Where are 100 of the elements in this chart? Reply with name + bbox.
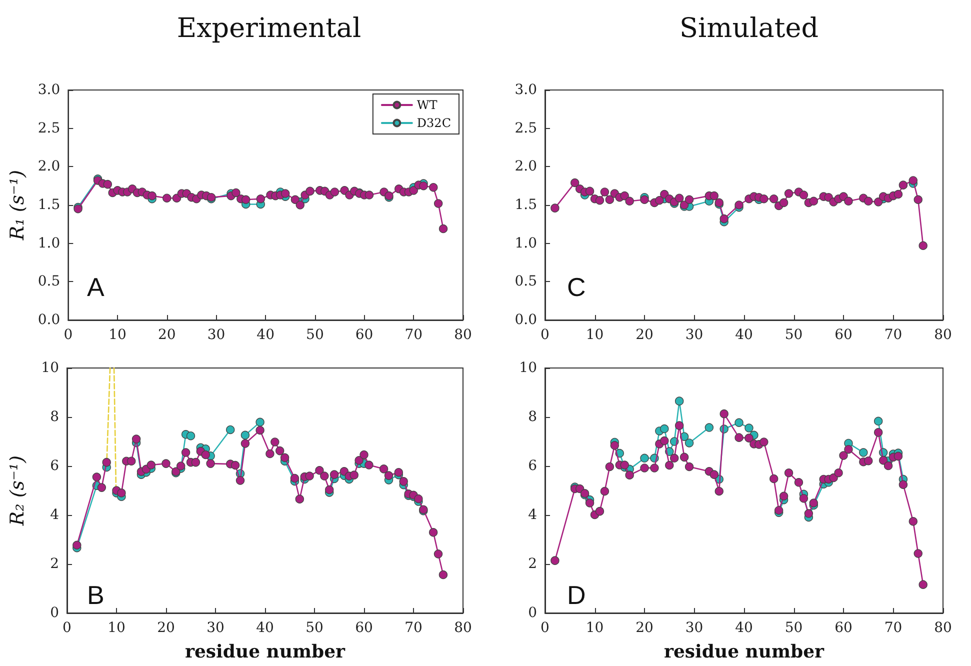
point (434, 550, 443, 558)
point (760, 194, 768, 204)
x-tick-label: 50 (306, 620, 324, 636)
x-tick-label: 50 (306, 327, 324, 343)
point (680, 452, 689, 462)
point (570, 178, 580, 188)
point (290, 474, 300, 483)
point (325, 485, 334, 494)
point (414, 494, 423, 504)
point (894, 452, 903, 461)
x-tick-label: 60 (355, 620, 373, 636)
point (360, 450, 368, 460)
point (610, 441, 619, 450)
point (760, 438, 768, 446)
y-tick-label: 10 (41, 360, 59, 376)
point (809, 498, 818, 508)
y-tick-label: 6 (528, 458, 538, 474)
point (650, 464, 659, 472)
point (186, 432, 196, 440)
y-tick-label: 6 (50, 458, 60, 474)
point (834, 468, 843, 478)
point (744, 434, 754, 442)
y-tick-label: 4 (50, 507, 60, 523)
point (162, 194, 172, 202)
point (620, 460, 629, 470)
point (550, 204, 560, 212)
point (206, 459, 215, 468)
x-tick-label: 60 (834, 620, 852, 636)
y-tick-label: 0.5 (38, 274, 60, 290)
x-tick-label: 30 (685, 327, 704, 343)
point (684, 195, 694, 204)
point (620, 191, 629, 200)
y-tick-label: 1.0 (38, 235, 60, 252)
point (102, 458, 111, 467)
chart-title: Experimental (176, 13, 362, 44)
point (640, 464, 649, 472)
y-tick-label: 3.0 (514, 82, 537, 98)
point (242, 195, 250, 204)
annotation: C (567, 272, 586, 302)
x-axis-title: residue number (184, 642, 346, 662)
point (799, 494, 808, 503)
point (908, 176, 918, 185)
point (384, 471, 394, 480)
point (595, 506, 604, 516)
y-tick-label: 0 (50, 605, 59, 621)
point (884, 461, 893, 470)
point (585, 498, 594, 508)
point (605, 462, 614, 472)
point (844, 444, 853, 454)
point (379, 464, 388, 474)
y-tick-label: 0 (528, 605, 537, 621)
y-tick-label: 8 (528, 409, 537, 425)
point (878, 456, 888, 465)
point (804, 509, 814, 518)
point (97, 483, 106, 492)
point (714, 486, 724, 496)
y-tick-label: 2.5 (514, 120, 537, 136)
x-tick-label: 10 (108, 620, 126, 636)
point (605, 195, 614, 204)
point (799, 190, 808, 200)
point (784, 189, 794, 198)
point (770, 474, 778, 484)
annotation: A (87, 272, 105, 302)
point (103, 180, 112, 189)
point (201, 450, 210, 460)
point (655, 196, 664, 205)
point (132, 434, 141, 444)
point (774, 506, 784, 515)
point (794, 478, 804, 487)
x-tick-label: 30 (685, 620, 704, 636)
point (600, 486, 610, 496)
point (874, 416, 883, 426)
point (864, 456, 873, 466)
point (600, 188, 610, 196)
point (162, 459, 170, 468)
x-tick-label: 80 (454, 327, 472, 343)
point (720, 214, 728, 224)
x-tick-label: 40 (256, 327, 274, 343)
point (266, 449, 274, 458)
x-tick-label: 60 (834, 327, 852, 343)
point (419, 181, 428, 190)
x-tick-label: 70 (404, 620, 422, 636)
point (640, 195, 649, 204)
point (330, 188, 340, 196)
point (864, 196, 873, 206)
point (710, 470, 718, 479)
point (908, 517, 918, 526)
x-tick-label: 50 (784, 327, 803, 343)
x-tick-label: 20 (158, 327, 176, 343)
point (914, 549, 922, 558)
y-tick-label: 2 (50, 556, 59, 572)
point (898, 180, 908, 190)
point (276, 446, 284, 456)
point (232, 188, 240, 198)
annotation: B (87, 580, 104, 610)
point (744, 424, 754, 432)
point (779, 198, 788, 208)
y-axis-title: R₁ (s⁻¹) (6, 170, 28, 242)
point (306, 186, 314, 196)
point (829, 473, 838, 482)
